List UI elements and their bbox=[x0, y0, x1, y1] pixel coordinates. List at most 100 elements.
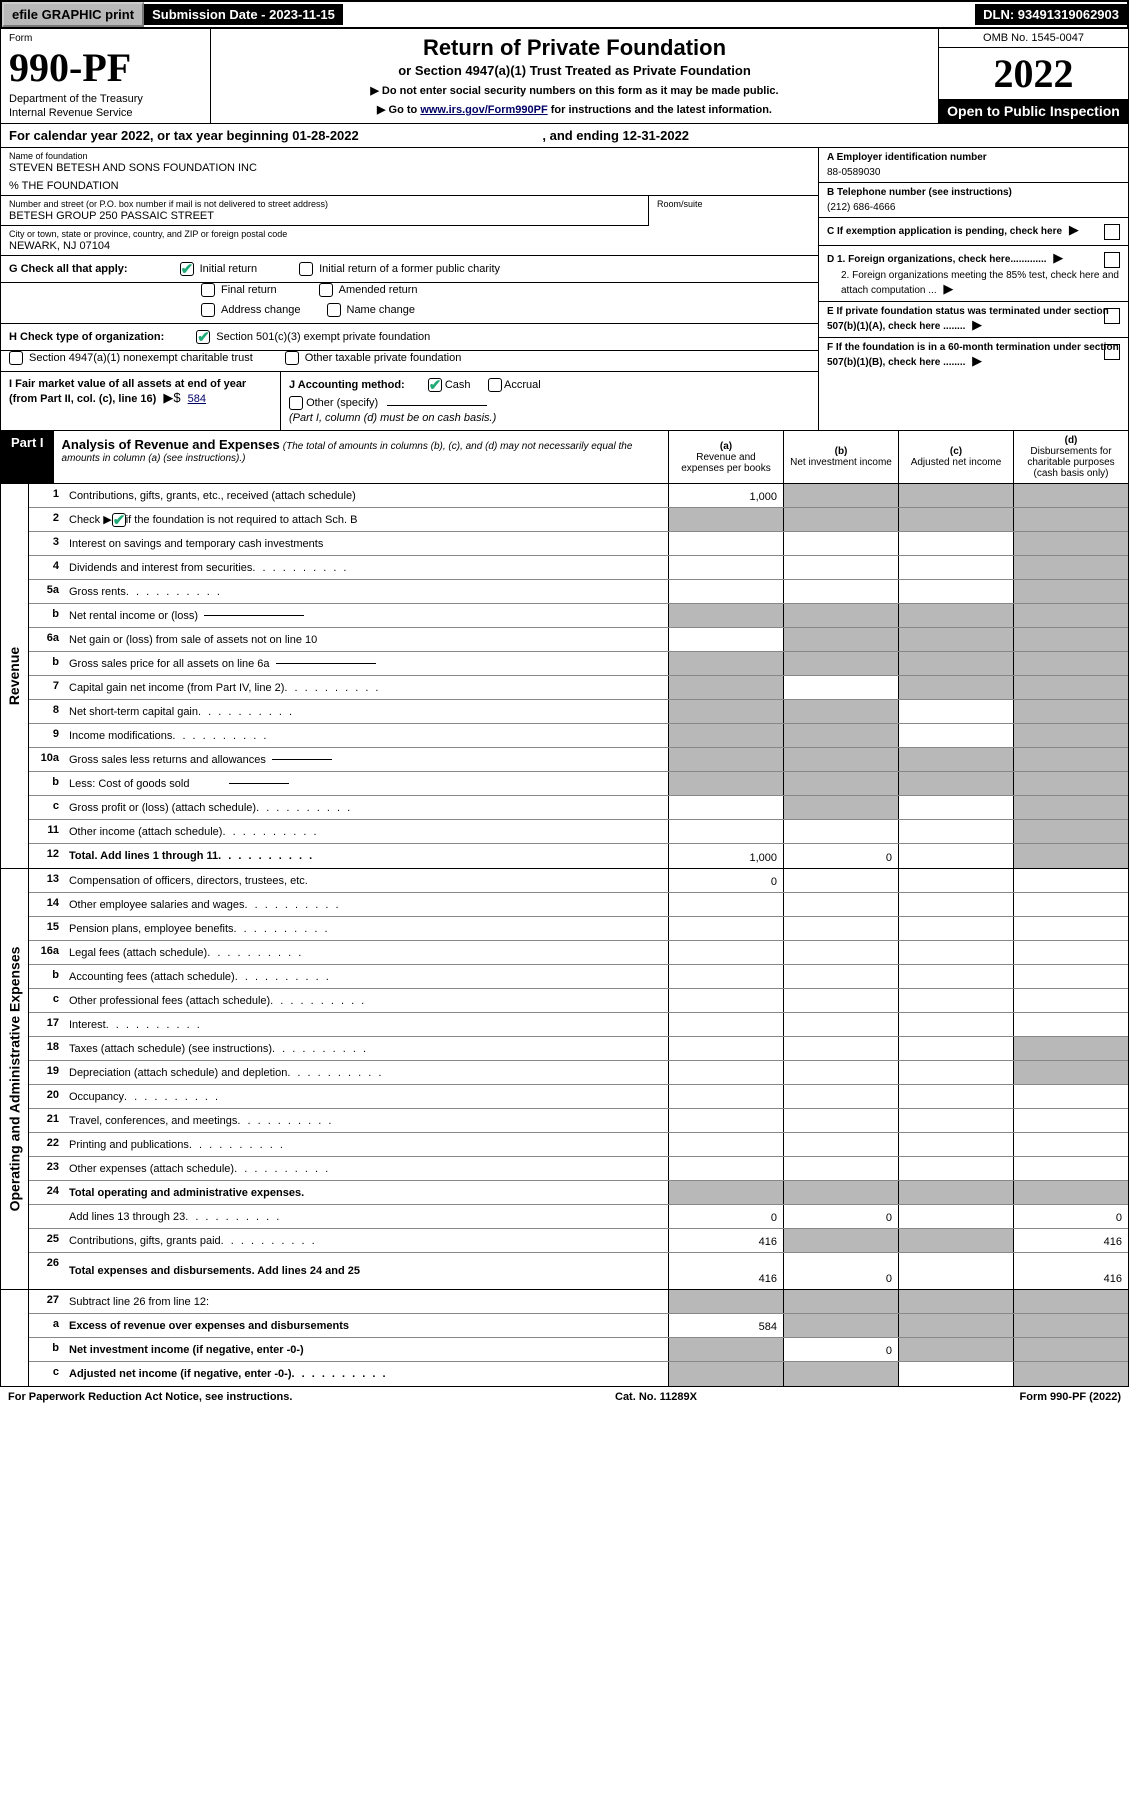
g-name-change: Name change bbox=[347, 304, 416, 316]
line-10b: bLess: Cost of goods sold bbox=[29, 772, 1128, 796]
cb-final-return[interactable] bbox=[201, 283, 215, 297]
part1-header-row: Part I Analysis of Revenue and Expenses … bbox=[0, 431, 1129, 484]
line-24b: Add lines 13 through 23000 bbox=[29, 1205, 1128, 1229]
cb-501c3[interactable] bbox=[196, 330, 210, 344]
city-cell: City or town, state or province, country… bbox=[1, 226, 818, 256]
header-title-block: Return of Private Foundation or Section … bbox=[211, 29, 938, 123]
page-footer: For Paperwork Reduction Act Notice, see … bbox=[0, 1387, 1129, 1407]
line-9: 9Income modifications bbox=[29, 724, 1128, 748]
cb-name-change[interactable] bbox=[327, 303, 341, 317]
col-c-header: (c)Adjusted net income bbox=[898, 431, 1013, 483]
info-grid: Name of foundation STEVEN BETESH AND SON… bbox=[0, 148, 1129, 431]
cb-address-change[interactable] bbox=[201, 303, 215, 317]
line-16c: cOther professional fees (attach schedul… bbox=[29, 989, 1128, 1013]
j-other-blank bbox=[387, 405, 487, 406]
foundation-name: STEVEN BETESH AND SONS FOUNDATION INC bbox=[9, 162, 810, 174]
i-arrow: ▶$ bbox=[163, 390, 180, 405]
cb-accrual[interactable] bbox=[488, 378, 502, 392]
h-opt2: Section 4947(a)(1) nonexempt charitable … bbox=[29, 352, 253, 364]
cb-other-method[interactable] bbox=[289, 396, 303, 410]
line-22: 22Printing and publications bbox=[29, 1133, 1128, 1157]
line-18: 18Taxes (attach schedule) (see instructi… bbox=[29, 1037, 1128, 1061]
form-subtitle: or Section 4947(a)(1) Trust Treated as P… bbox=[217, 63, 932, 78]
cb-cash[interactable] bbox=[428, 378, 442, 392]
i-label: I Fair market value of all assets at end… bbox=[9, 378, 246, 405]
cb-f[interactable] bbox=[1104, 344, 1120, 360]
line-2: 2Check ▶ if the foundation is not requir… bbox=[29, 508, 1128, 532]
note2-pre: ▶ Go to bbox=[377, 104, 420, 116]
cal-pre: For calendar year 2022, or tax year begi… bbox=[9, 128, 292, 143]
part1-title: Analysis of Revenue and Expenses bbox=[62, 437, 280, 452]
line-27c: cAdjusted net income (if negative, enter… bbox=[29, 1362, 1128, 1386]
ein-value: 88-0589030 bbox=[827, 167, 1120, 178]
city-label: City or town, state or province, country… bbox=[9, 229, 810, 239]
efile-print-button[interactable]: efile GRAPHIC print bbox=[2, 2, 144, 27]
b-label: B Telephone number (see instructions) bbox=[827, 187, 1120, 198]
calendar-year-row: For calendar year 2022, or tax year begi… bbox=[0, 124, 1129, 148]
h-check-row2: Section 4947(a)(1) nonexempt charitable … bbox=[1, 351, 818, 372]
cb-initial-return[interactable] bbox=[180, 262, 194, 276]
irs-link[interactable]: www.irs.gov/Form990PF bbox=[420, 104, 547, 116]
line27-section: 27Subtract line 26 from line 12: aExcess… bbox=[0, 1290, 1129, 1387]
cb-4947a1[interactable] bbox=[9, 351, 23, 365]
footer-left: For Paperwork Reduction Act Notice, see … bbox=[8, 1391, 292, 1403]
g-amended: Amended return bbox=[339, 284, 418, 296]
cb-other-taxable[interactable] bbox=[285, 351, 299, 365]
g-addr-change: Address change bbox=[221, 304, 301, 316]
address-cell: Number and street (or P.O. box number if… bbox=[1, 196, 648, 226]
line-14: 14Other employee salaries and wages bbox=[29, 893, 1128, 917]
cb-d2[interactable] bbox=[1104, 252, 1120, 268]
dept-irs: Internal Revenue Service bbox=[9, 107, 202, 119]
note2-post: for instructions and the latest informat… bbox=[548, 104, 772, 116]
line-21: 21Travel, conferences, and meetings bbox=[29, 1109, 1128, 1133]
col-b-header: (b)Net investment income bbox=[783, 431, 898, 483]
header-note-1: ▶ Do not enter social security numbers o… bbox=[217, 84, 932, 97]
top-bar: efile GRAPHIC print Submission Date - 20… bbox=[0, 0, 1129, 29]
revenue-section: Revenue 1Contributions, gifts, grants, e… bbox=[0, 484, 1129, 869]
dept-treasury: Department of the Treasury bbox=[9, 93, 202, 105]
line-27b: bNet investment income (if negative, ent… bbox=[29, 1338, 1128, 1362]
room-label: Room/suite bbox=[657, 199, 810, 209]
h-check-row: H Check type of organization: Section 50… bbox=[1, 324, 818, 351]
e-label: E If private foundation status was termi… bbox=[827, 306, 1109, 332]
cal-end: 12-31-2022 bbox=[623, 128, 690, 143]
line-23: 23Other expenses (attach schedule) bbox=[29, 1157, 1128, 1181]
cb-schb[interactable] bbox=[112, 513, 126, 527]
i-cell: I Fair market value of all assets at end… bbox=[1, 372, 281, 430]
header-note-2: ▶ Go to www.irs.gov/Form990PF for instru… bbox=[217, 103, 932, 116]
j-other: Other (specify) bbox=[306, 397, 378, 409]
line-17: 17Interest bbox=[29, 1013, 1128, 1037]
line-5a: 5aGross rents bbox=[29, 580, 1128, 604]
cb-c[interactable] bbox=[1104, 224, 1120, 240]
part1-desc: Analysis of Revenue and Expenses (The to… bbox=[54, 431, 668, 483]
cb-e[interactable] bbox=[1104, 308, 1120, 324]
cb-initial-former[interactable] bbox=[299, 262, 313, 276]
line-19: 19Depreciation (attach schedule) and dep… bbox=[29, 1061, 1128, 1085]
g-label: G Check all that apply: bbox=[9, 263, 128, 275]
omb-number: OMB No. 1545-0047 bbox=[939, 29, 1128, 48]
i-value: 584 bbox=[188, 393, 206, 405]
phone-value: (212) 686-4666 bbox=[827, 202, 1120, 213]
line-20: 20Occupancy bbox=[29, 1085, 1128, 1109]
line27-side bbox=[1, 1290, 29, 1386]
line-12: 12Total. Add lines 1 through 111,0000 bbox=[29, 844, 1128, 868]
ij-row: I Fair market value of all assets at end… bbox=[1, 372, 818, 430]
g-check-row: G Check all that apply: Initial return I… bbox=[1, 256, 818, 283]
line-27: 27Subtract line 26 from line 12: bbox=[29, 1290, 1128, 1314]
form-title: Return of Private Foundation bbox=[217, 35, 932, 61]
j-cell: J Accounting method: Cash Accrual Other … bbox=[281, 372, 818, 430]
info-right-col: A Employer identification number 88-0589… bbox=[818, 148, 1128, 430]
line-15: 15Pension plans, employee benefits bbox=[29, 917, 1128, 941]
j-cash: Cash bbox=[445, 379, 471, 391]
foundation-name-cell: Name of foundation STEVEN BETESH AND SON… bbox=[1, 148, 818, 196]
cal-mid: , and ending bbox=[542, 128, 622, 143]
cb-amended-return[interactable] bbox=[319, 283, 333, 297]
revenue-side-label: Revenue bbox=[1, 484, 29, 868]
header-left: Form 990-PF Department of the Treasury I… bbox=[1, 29, 211, 123]
line-10a: 10aGross sales less returns and allowanc… bbox=[29, 748, 1128, 772]
tax-year: 2022 bbox=[939, 48, 1128, 99]
line-16b: bAccounting fees (attach schedule) bbox=[29, 965, 1128, 989]
col-a-header: (a)Revenue and expenses per books bbox=[668, 431, 783, 483]
c-label: C If exemption application is pending, c… bbox=[827, 226, 1062, 237]
header-right: OMB No. 1545-0047 2022 Open to Public In… bbox=[938, 29, 1128, 123]
